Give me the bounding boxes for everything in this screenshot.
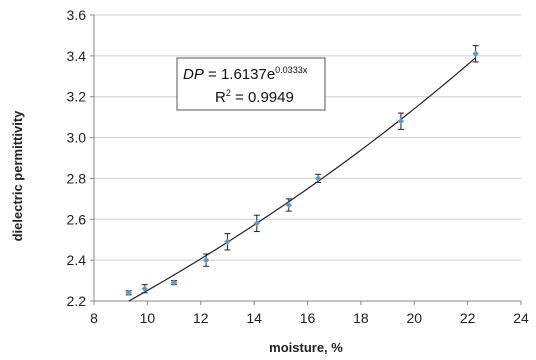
equation-exponent: 0.0333x bbox=[275, 65, 308, 75]
r-squared-sup: 2 bbox=[226, 88, 231, 98]
y-axis-title: dielectric permittivity bbox=[10, 110, 25, 242]
y-tick-label: 3.0 bbox=[67, 130, 87, 146]
equation-prefix: DP bbox=[183, 66, 204, 83]
x-tick-label: 24 bbox=[513, 310, 529, 326]
y-tick-label: 2.2 bbox=[67, 293, 87, 309]
x-tick-label: 12 bbox=[193, 310, 209, 326]
x-tick-label: 14 bbox=[246, 310, 262, 326]
axes bbox=[90, 14, 522, 305]
data-point bbox=[397, 118, 405, 125]
x-tick-label: 10 bbox=[140, 310, 156, 326]
data-points bbox=[125, 50, 479, 297]
x-tick-label: 22 bbox=[460, 310, 476, 326]
data-point bbox=[141, 285, 148, 292]
y-tick-label: 2.8 bbox=[67, 170, 87, 186]
data-point bbox=[314, 175, 322, 182]
r-squared-label: R2 = 0.9949 bbox=[215, 88, 294, 106]
equation-body: = 1.6137e bbox=[204, 66, 275, 83]
y-tick-label: 3.4 bbox=[67, 48, 87, 64]
gridlines bbox=[94, 14, 521, 261]
equation-label: DP = 1.6137e0.0333x bbox=[183, 65, 308, 83]
x-tick-label: 16 bbox=[300, 310, 316, 326]
tick-labels: 2.22.42.62.83.03.23.43.68 10 12 14 16 18 20 22 2… bbox=[67, 7, 529, 326]
equation-box: DP = 1.6137e0.0333x R2 = 0.9949 bbox=[176, 57, 326, 111]
y-tick-label: 2.6 bbox=[67, 211, 87, 227]
trendline bbox=[128, 57, 477, 302]
r-squared-value: = 0.9949 bbox=[231, 89, 294, 106]
data-point bbox=[472, 50, 479, 58]
x-tick-label: 18 bbox=[353, 310, 369, 326]
x-tick-label: 20 bbox=[406, 310, 422, 326]
r-squared-prefix: R bbox=[215, 89, 226, 106]
data-point bbox=[285, 201, 293, 209]
y-tick-label: 2.4 bbox=[67, 252, 87, 268]
data-point bbox=[125, 289, 132, 297]
y-tick-label: 3.2 bbox=[67, 89, 87, 105]
data-point bbox=[202, 256, 210, 264]
y-tick-label: 3.6 bbox=[67, 7, 87, 23]
data-point bbox=[170, 279, 178, 286]
data-point bbox=[253, 220, 260, 227]
data-point bbox=[224, 238, 231, 245]
x-axis-title: moisture, % bbox=[269, 340, 343, 355]
x-tick-label: 8 bbox=[90, 310, 98, 326]
